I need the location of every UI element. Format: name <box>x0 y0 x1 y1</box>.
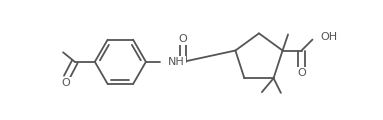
Text: O: O <box>62 78 70 88</box>
Text: NH: NH <box>168 57 185 67</box>
Text: O: O <box>179 34 188 44</box>
Text: OH: OH <box>321 32 338 42</box>
Text: O: O <box>297 68 306 78</box>
